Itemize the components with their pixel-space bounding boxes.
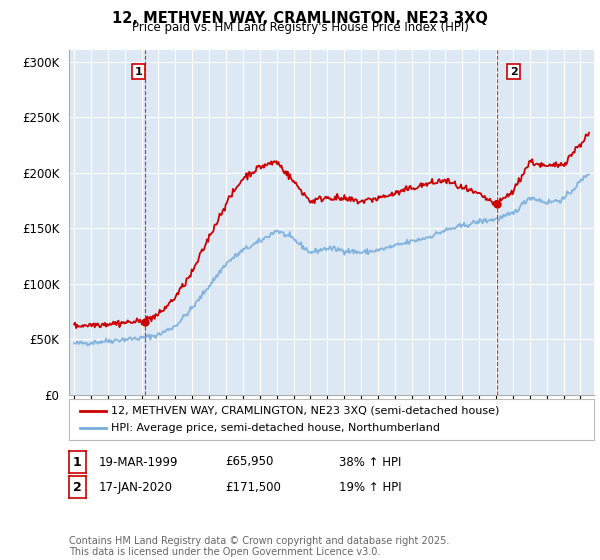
Text: Price paid vs. HM Land Registry's House Price Index (HPI): Price paid vs. HM Land Registry's House … bbox=[131, 21, 469, 34]
Text: 1: 1 bbox=[134, 67, 142, 77]
Text: 12, METHVEN WAY, CRAMLINGTON, NE23 3XQ (semi-detached house): 12, METHVEN WAY, CRAMLINGTON, NE23 3XQ (… bbox=[111, 405, 499, 416]
Text: 19% ↑ HPI: 19% ↑ HPI bbox=[339, 480, 401, 494]
Text: 38% ↑ HPI: 38% ↑ HPI bbox=[339, 455, 401, 469]
Text: 2: 2 bbox=[510, 67, 518, 77]
Text: Contains HM Land Registry data © Crown copyright and database right 2025.
This d: Contains HM Land Registry data © Crown c… bbox=[69, 535, 449, 557]
Text: 2: 2 bbox=[73, 480, 82, 494]
Text: 12, METHVEN WAY, CRAMLINGTON, NE23 3XQ: 12, METHVEN WAY, CRAMLINGTON, NE23 3XQ bbox=[112, 11, 488, 26]
Text: £65,950: £65,950 bbox=[225, 455, 274, 469]
Text: HPI: Average price, semi-detached house, Northumberland: HPI: Average price, semi-detached house,… bbox=[111, 423, 440, 433]
Text: 17-JAN-2020: 17-JAN-2020 bbox=[99, 480, 173, 494]
Text: £171,500: £171,500 bbox=[225, 480, 281, 494]
Text: 19-MAR-1999: 19-MAR-1999 bbox=[99, 455, 179, 469]
Text: 1: 1 bbox=[73, 455, 82, 469]
